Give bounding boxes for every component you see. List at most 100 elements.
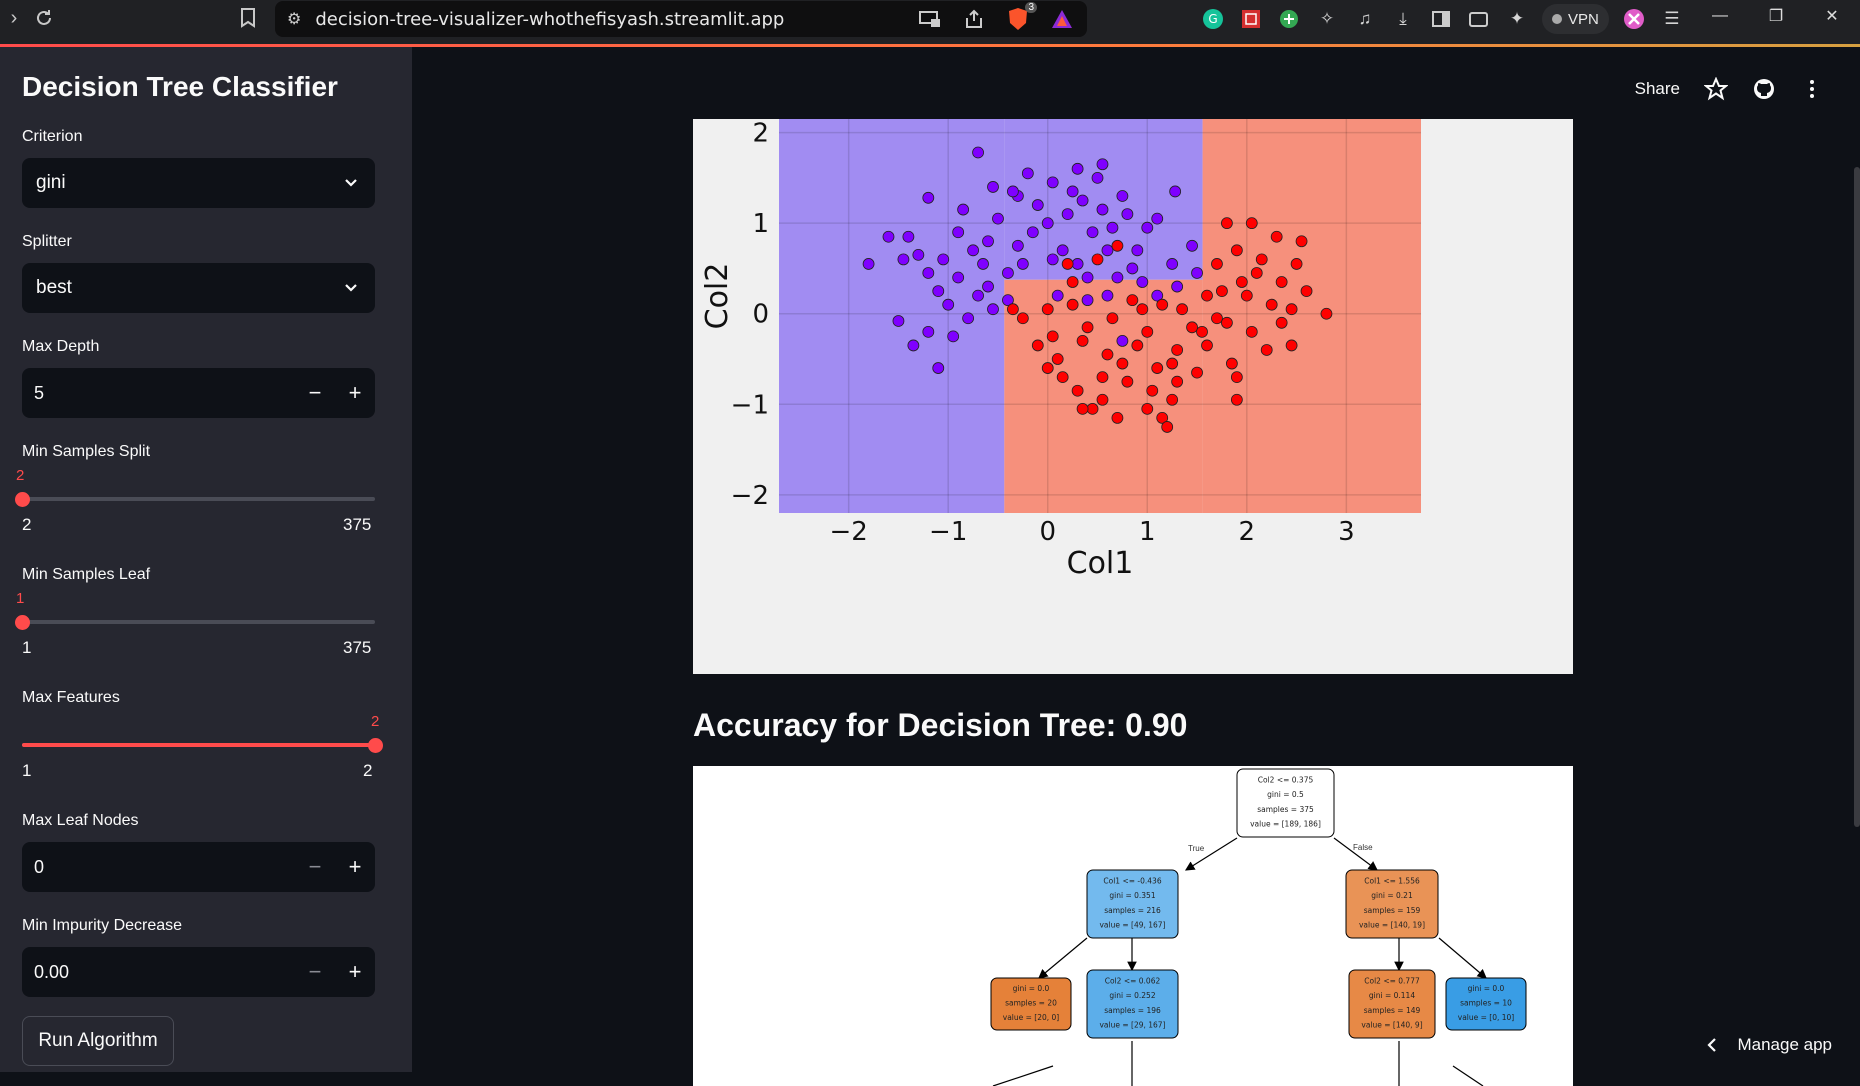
run-algorithm-button[interactable]: Run Algorithm (22, 1016, 174, 1066)
menu-icon[interactable]: ☰ (1664, 9, 1680, 28)
max-depth-input[interactable]: 5 − + (22, 368, 375, 418)
data-point-class-1 (1136, 303, 1149, 316)
data-point-class-0 (1131, 244, 1144, 257)
min-samples-leaf-slider[interactable] (14, 614, 375, 630)
tree-node-box (1348, 969, 1436, 1039)
tree-node-line: gini = 0.351 (1109, 891, 1155, 900)
music-icon[interactable]: ♫ (1358, 9, 1372, 28)
share-button[interactable]: Share (1634, 79, 1680, 98)
slider-thumb[interactable] (14, 614, 30, 630)
tree-node-line: samples = 10 (1460, 998, 1512, 1007)
min-impurity-decrease-increment-button[interactable]: + (348, 959, 362, 984)
max-leaf-nodes-value[interactable]: 0 (34, 856, 45, 877)
y-tick-label: 2 (752, 119, 769, 149)
max-leaf-nodes-input[interactable]: 0 − + (22, 842, 375, 892)
tree-node-line: value = [49, 167] (1099, 921, 1165, 930)
data-point-class-1 (1086, 402, 1099, 415)
criterion-select[interactable]: gini (22, 158, 375, 208)
max-features-slider[interactable] (22, 737, 383, 753)
cast-icon[interactable] (917, 6, 943, 32)
data-point-class-1 (1250, 267, 1263, 279)
min-samples-leaf-current: 1 (16, 590, 25, 607)
github-icon[interactable] (1752, 77, 1776, 101)
restore-icon[interactable]: ❐ (1768, 8, 1784, 25)
min-samples-split-current: 2 (16, 467, 25, 484)
minimize-icon[interactable]: — (1712, 7, 1728, 24)
data-point-class-1 (1176, 303, 1189, 316)
splitter-select[interactable]: best (22, 263, 375, 313)
data-point-class-0 (1076, 194, 1089, 207)
reload-icon[interactable] (30, 4, 58, 32)
brave-shield-icon[interactable]: 3 (1005, 2, 1037, 32)
forward-icon[interactable]: › (10, 6, 18, 29)
data-point-class-0 (947, 330, 960, 343)
grammarly-icon[interactable]: G (1200, 6, 1226, 32)
data-point-class-1 (1126, 294, 1139, 307)
main-content: Share −2 −1 0 1 2 3 −2 −1 0 1 2 Col1 Col2 Accuracy f… (412, 47, 1860, 1086)
min-samples-split-label: Min Samples Split (22, 443, 151, 460)
pdf-extension-icon[interactable] (1238, 6, 1264, 32)
download-icon[interactable]: ⤓ (1399, 9, 1407, 28)
chevron-down-icon (345, 284, 357, 292)
data-point-class-1 (1171, 375, 1184, 388)
data-point-class-1 (1295, 235, 1308, 248)
address-bar[interactable]: ⚙ decision-tree-visualizer-whothefisyash… (275, 1, 1087, 37)
data-point-class-0 (1046, 253, 1059, 266)
data-point-class-1 (1116, 357, 1129, 370)
max-leaf-nodes-increment-button[interactable]: + (348, 854, 362, 879)
data-point-class-0 (1171, 280, 1184, 293)
sidebar-title: Decision Tree Classifier (22, 71, 338, 102)
data-point-class-1 (1131, 339, 1144, 352)
site-settings-icon[interactable]: ⚙ (287, 11, 302, 28)
vpn-button[interactable]: VPN (1542, 4, 1609, 34)
data-point-class-0 (1056, 244, 1069, 257)
min-samples-split-slider[interactable] (14, 491, 375, 507)
tree-node-line: samples = 159 (1364, 906, 1421, 915)
data-point-class-1 (1041, 303, 1054, 316)
min-impurity-decrease-input[interactable]: 0.00 − + (22, 947, 375, 997)
data-point-class-0 (1021, 167, 1034, 180)
leo-ai-icon[interactable]: ✦ (1509, 9, 1525, 28)
add-extension-icon[interactable] (1276, 6, 1302, 32)
loading-accent-bar (0, 44, 1860, 47)
data-point-class-0 (982, 235, 994, 248)
manage-app-button[interactable]: Manage app (1705, 1035, 1832, 1055)
tree-node-line: value = [20, 0] (1003, 1013, 1060, 1022)
max-depth-decrement-button[interactable]: − (308, 380, 322, 405)
sidebar-toggle-icon[interactable] (1428, 6, 1454, 32)
bookmark-icon[interactable] (234, 4, 262, 32)
slider-thumb[interactable] (14, 491, 30, 507)
data-point-class-1 (1141, 325, 1154, 338)
more-options-icon[interactable] (1800, 77, 1824, 101)
data-point-class-1 (1081, 321, 1094, 334)
min-impurity-decrease-decrement-button[interactable]: − (308, 959, 322, 984)
data-point-class-1 (1016, 312, 1029, 325)
decision-region-3 (1202, 119, 1421, 513)
max-leaf-nodes-decrement-button[interactable]: − (308, 854, 322, 879)
data-point-class-1 (1166, 357, 1179, 370)
data-point-class-0 (1191, 267, 1203, 279)
data-point-class-1 (1161, 421, 1174, 433)
slider-thumb[interactable] (367, 737, 383, 753)
brave-rewards-icon[interactable] (1049, 6, 1075, 32)
slider-fill (22, 743, 375, 747)
min-samples-split-min: 2 (22, 515, 32, 534)
main-scrollbar[interactable] (1854, 167, 1860, 827)
profile-avatar-icon[interactable] (1621, 6, 1647, 32)
wallet-icon[interactable] (1466, 6, 1492, 32)
data-point-class-1 (1240, 289, 1253, 302)
max-depth-increment-button[interactable]: + (348, 380, 362, 405)
data-point-class-0 (862, 258, 875, 270)
data-point-class-1 (1076, 402, 1089, 415)
share-page-icon[interactable] (961, 6, 987, 32)
star-icon[interactable] (1704, 77, 1728, 101)
tree-node-box (1236, 768, 1335, 838)
max-depth-value[interactable]: 5 (34, 382, 45, 403)
url-text[interactable]: decision-tree-visualizer-whothefisyash.s… (315, 8, 785, 30)
tree-nodes: Col2 <= 0.375 gini = 0.5 samples = 375 valu… (990, 768, 1527, 1039)
manage-app-label: Manage app (1737, 1035, 1832, 1054)
min-impurity-decrease-value[interactable]: 0.00 (34, 961, 70, 982)
puzzle-extensions-icon[interactable]: ✧ (1319, 9, 1335, 28)
data-point-class-0 (972, 289, 984, 302)
close-window-icon[interactable]: ✕ (1825, 8, 1839, 25)
